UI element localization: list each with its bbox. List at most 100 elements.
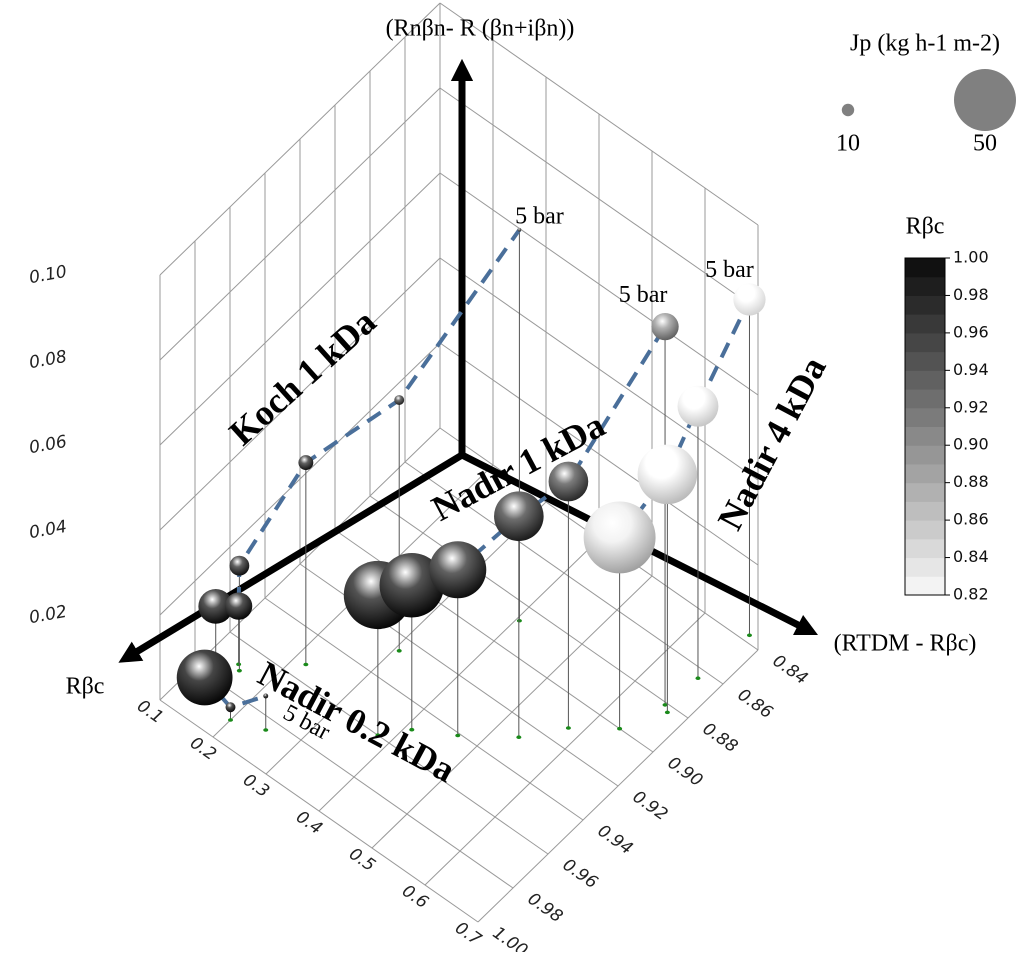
bubble [494, 491, 544, 542]
color-band [905, 501, 945, 521]
y-tick-label: 0.96 [559, 855, 602, 893]
floor-point [617, 726, 623, 731]
bubble [298, 455, 314, 471]
y-axis-label: (RTDM - Rβc) [834, 631, 977, 657]
floor-point [263, 728, 269, 732]
floor-point [303, 662, 309, 667]
grid-line [264, 597, 584, 821]
color-bar-frame [904, 257, 946, 596]
x-tick-label: 0.7 [451, 918, 485, 950]
bubble [198, 588, 234, 624]
grid-line [404, 461, 724, 685]
color-tick-label: 0.88 [953, 472, 989, 491]
size-legend-label: 50 [973, 131, 997, 157]
annotation: 5 bar [619, 282, 668, 308]
z-axis-label: (Rnβn- R (βn+iβn)) [386, 16, 575, 42]
color-band [905, 314, 945, 334]
bubble [394, 395, 405, 406]
color-tick-label: 0.96 [953, 322, 989, 341]
grid-line [159, 172, 441, 446]
color-band [905, 370, 945, 390]
grid-line [159, 699, 479, 923]
color-band [905, 407, 945, 427]
grid-line [439, 342, 759, 566]
color-tick-label: 0.82 [953, 585, 989, 604]
y-tick-label: 0.84 [769, 651, 811, 689]
color-band [905, 258, 945, 278]
y-tick-label: 0.90 [664, 753, 706, 791]
color-band [905, 445, 945, 465]
color-band [905, 389, 945, 409]
color-tick-label: 0.86 [953, 510, 989, 529]
bubble [225, 702, 236, 713]
grid-line [159, 2, 441, 276]
color-band [905, 276, 945, 296]
y-tick-label: 0.94 [594, 821, 636, 859]
y-tick-label: 0.88 [699, 719, 742, 757]
floor-point [516, 618, 522, 623]
bubble [637, 444, 698, 505]
bubble [224, 592, 253, 620]
color-band [905, 463, 945, 484]
bubble [548, 461, 589, 502]
series-label: Nadir 4 kDa [710, 350, 834, 536]
x-axis [118, 452, 464, 663]
grid-line [159, 342, 441, 616]
floor-point [565, 726, 571, 730]
color-band [905, 295, 945, 315]
bubble [263, 693, 269, 699]
floor-point [662, 703, 668, 707]
floor-point [375, 733, 381, 738]
z-tick-label: 0.04 [28, 517, 69, 543]
annotation: 5 bar [515, 203, 564, 229]
size-legend-title: Jp (kg h-1 m-2) [850, 31, 1000, 57]
size-legend-marker [954, 69, 1016, 131]
grid-line [159, 87, 441, 361]
color-band [905, 332, 945, 353]
bubble [229, 555, 250, 576]
floor-point [396, 648, 402, 653]
floor-point [664, 710, 670, 715]
bubble [517, 227, 522, 232]
color-tick-label: 0.90 [953, 435, 989, 454]
series-label: Koch 1 kDa [221, 301, 383, 453]
color-tick-label: 0.84 [953, 547, 989, 566]
y-tick-label: 0.92 [629, 787, 671, 825]
grid-line [159, 257, 441, 531]
color-tick-label: 0.92 [953, 397, 989, 416]
bubble [677, 385, 719, 427]
color-tick-label: 1.00 [953, 248, 989, 267]
y-tick-label: 0.86 [734, 685, 777, 723]
bubble [429, 541, 487, 599]
z-tick-label: 0.08 [28, 347, 69, 373]
y-tick-label: 0.98 [524, 889, 567, 927]
floor-point [455, 733, 461, 738]
bubbles [176, 227, 766, 713]
color-band [905, 426, 945, 446]
grid-line [439, 172, 759, 396]
z-tick-label: 0.06 [28, 432, 69, 458]
annotation: 5 bar [705, 257, 754, 283]
floor-point [746, 633, 752, 638]
bubble [176, 649, 233, 706]
size-legend-label: 10 [836, 131, 860, 157]
floor-point [228, 718, 233, 722]
y-tick-label: 1.00 [489, 923, 531, 952]
color-tick-label: 0.94 [953, 360, 989, 379]
color-legend-title: Rβc [906, 214, 945, 240]
x-axis-label: Rβc [66, 674, 105, 700]
color-band [905, 576, 945, 596]
floor-point [516, 735, 522, 740]
bubble [379, 552, 445, 618]
series-line [618, 298, 752, 539]
grid-line [439, 87, 759, 311]
grid-line [439, 2, 759, 226]
legend: 10 50 0.82 0.84 0.86 0.88 0.90 0.92 0.94 0.96 0.98… [836, 69, 1016, 604]
color-band [905, 557, 945, 577]
floor-point [236, 668, 242, 673]
color-band [905, 482, 945, 502]
bubble [583, 501, 656, 574]
bubble [733, 283, 766, 316]
floor-point [695, 676, 701, 681]
